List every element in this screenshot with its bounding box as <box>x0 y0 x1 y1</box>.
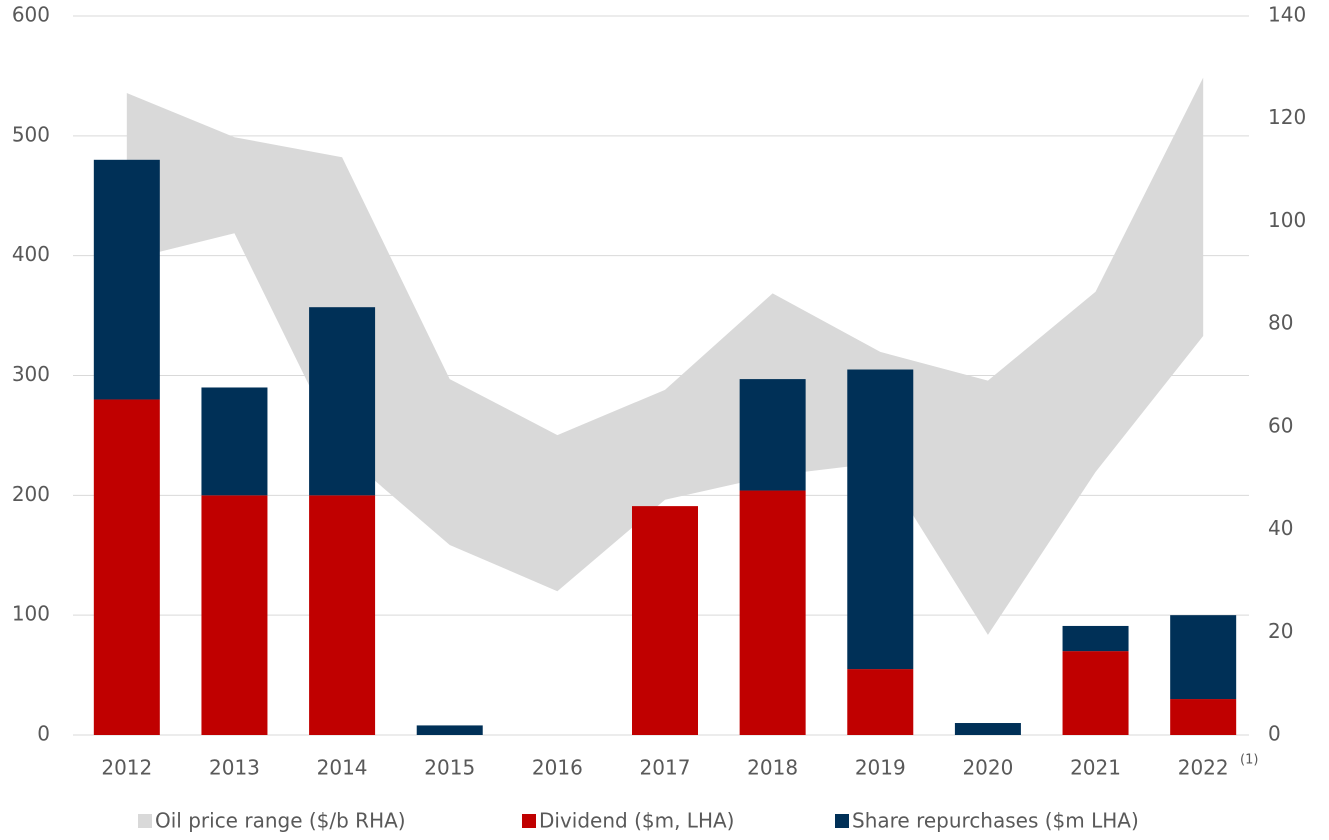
bar <box>1062 625 1129 652</box>
bar <box>632 506 698 735</box>
bar <box>201 387 268 496</box>
legend-label: Share repurchases ($m LHA) <box>852 809 1139 833</box>
bar <box>201 495 268 735</box>
x-tick-label: 2017 <box>640 756 691 780</box>
bar <box>1170 699 1237 735</box>
annotation: (1) <box>1240 753 1258 768</box>
y2-tick-label: 20 <box>1268 619 1293 643</box>
y2-tick-label: 140 <box>1268 3 1306 27</box>
x-tick-label: 2015 <box>424 756 475 780</box>
x-tick-label: 2018 <box>747 756 798 780</box>
x-tick-label: 2012 <box>101 756 152 780</box>
y-tick-label: 100 <box>12 602 50 626</box>
y-tick-label: 400 <box>12 242 50 266</box>
y-tick-label: 300 <box>12 362 50 386</box>
bar <box>847 669 914 735</box>
bar <box>954 723 1021 735</box>
legend-swatch <box>522 814 536 828</box>
x-tick-label: 2022 <box>1178 756 1229 780</box>
range-area <box>126 77 1204 635</box>
y2-tick-label: 40 <box>1268 516 1293 540</box>
y-tick-label: 600 <box>12 3 50 27</box>
y2-tick-label: 100 <box>1268 208 1306 232</box>
y2-tick-label: 60 <box>1268 413 1293 437</box>
bar <box>93 159 160 400</box>
bar <box>309 307 376 496</box>
bar <box>739 379 806 491</box>
y2-tick-label: 80 <box>1268 311 1293 335</box>
y-tick-label: 200 <box>12 482 50 506</box>
legend-swatch <box>835 814 849 828</box>
bar <box>739 490 806 735</box>
y-tick-label: 500 <box>12 122 50 146</box>
x-tick-label: 2021 <box>1070 756 1121 780</box>
x-tick-label: 2019 <box>855 756 906 780</box>
legend-swatch <box>138 814 152 828</box>
x-tick-label: 2020 <box>962 756 1013 780</box>
bar <box>416 725 483 735</box>
bar <box>847 369 914 670</box>
y2-tick-label: 120 <box>1268 105 1306 129</box>
y2-tick-label: 0 <box>1268 722 1281 746</box>
bar <box>1170 615 1237 700</box>
y-tick-label: 0 <box>37 722 50 746</box>
bar <box>93 399 160 735</box>
x-tick-label: 2014 <box>317 756 368 780</box>
bar <box>309 495 376 735</box>
legend-label: Oil price range ($/b RHA) <box>155 809 406 833</box>
legend-label: Dividend ($m, LHA) <box>539 809 734 833</box>
bar <box>1062 651 1129 735</box>
x-tick-label: 2013 <box>209 756 260 780</box>
x-tick-label: 2016 <box>532 756 583 780</box>
